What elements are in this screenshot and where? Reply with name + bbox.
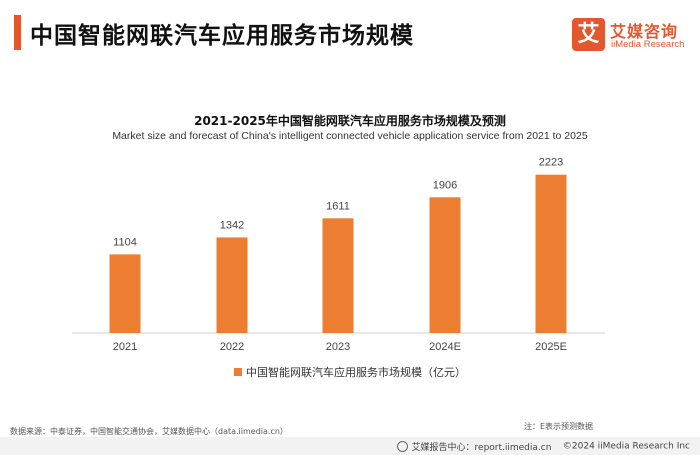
x-tick-2025E: 2025E [535,341,567,353]
chart-subtitle: Market size and forecast of China's inte… [112,130,588,142]
logo-english-name: iiMedia Research [611,39,685,50]
footer-report-center: 艾媒报告中心：report.iimedia.cn [411,443,552,453]
bar-2021 [109,254,141,333]
x-tick-2024E: 2024E [429,341,461,353]
chart-title: 2021-2025年中国智能网联汽车应用服务市场规模及预测 [194,114,506,128]
x-tick-2021: 2021 [113,341,137,353]
bar-2022 [216,237,248,333]
logo-mark: 艾 [572,18,605,51]
footer-copyright: ©2024 iiMedia Research Inc [562,441,690,452]
legend-swatch [234,368,242,376]
footer-text: 艾媒报告中心：report.iimedia.cn ©2024 iiMedia R… [396,440,690,453]
chart-legend: 中国智能网联汽车应用服务市场规模（亿元） [0,364,700,380]
data-label-2024E: 1906 [433,179,457,191]
data-label-2023: 1611 [326,200,350,212]
data-label-2022: 1342 [220,219,244,231]
logo-chinese-name: 艾媒咨询 [610,22,679,41]
report-center-icon [396,441,408,452]
legend-label: 中国智能网联汽车应用服务市场规模（亿元） [246,366,466,379]
data-label-2025E: 2223 [539,157,563,169]
page-title: 中国智能网联汽车应用服务市场规模 [30,23,414,49]
x-tick-2022: 2022 [220,341,244,353]
bar-2024E [429,197,461,333]
header: 中国智能网联汽车应用服务市场规模 艾 艾媒咨询 iiMedia Research [0,0,700,64]
iimedia-logo: 艾 艾媒咨询 iiMedia Research [572,18,692,54]
data-source: 数据来源：中泰证券，中国智能交通协会，艾媒数据中心（data.iimedia.c… [10,427,288,436]
data-label-2021: 1104 [113,236,137,248]
x-tick-2023: 2023 [326,341,350,353]
title-accent-bar [14,15,21,50]
bar-2023 [322,218,354,333]
footer: 艾媒报告中心：report.iimedia.cn ©2024 iiMedia R… [0,437,700,455]
bar-2025E [535,174,567,333]
forecast-note: 注：E表示预测数据 [524,422,594,431]
